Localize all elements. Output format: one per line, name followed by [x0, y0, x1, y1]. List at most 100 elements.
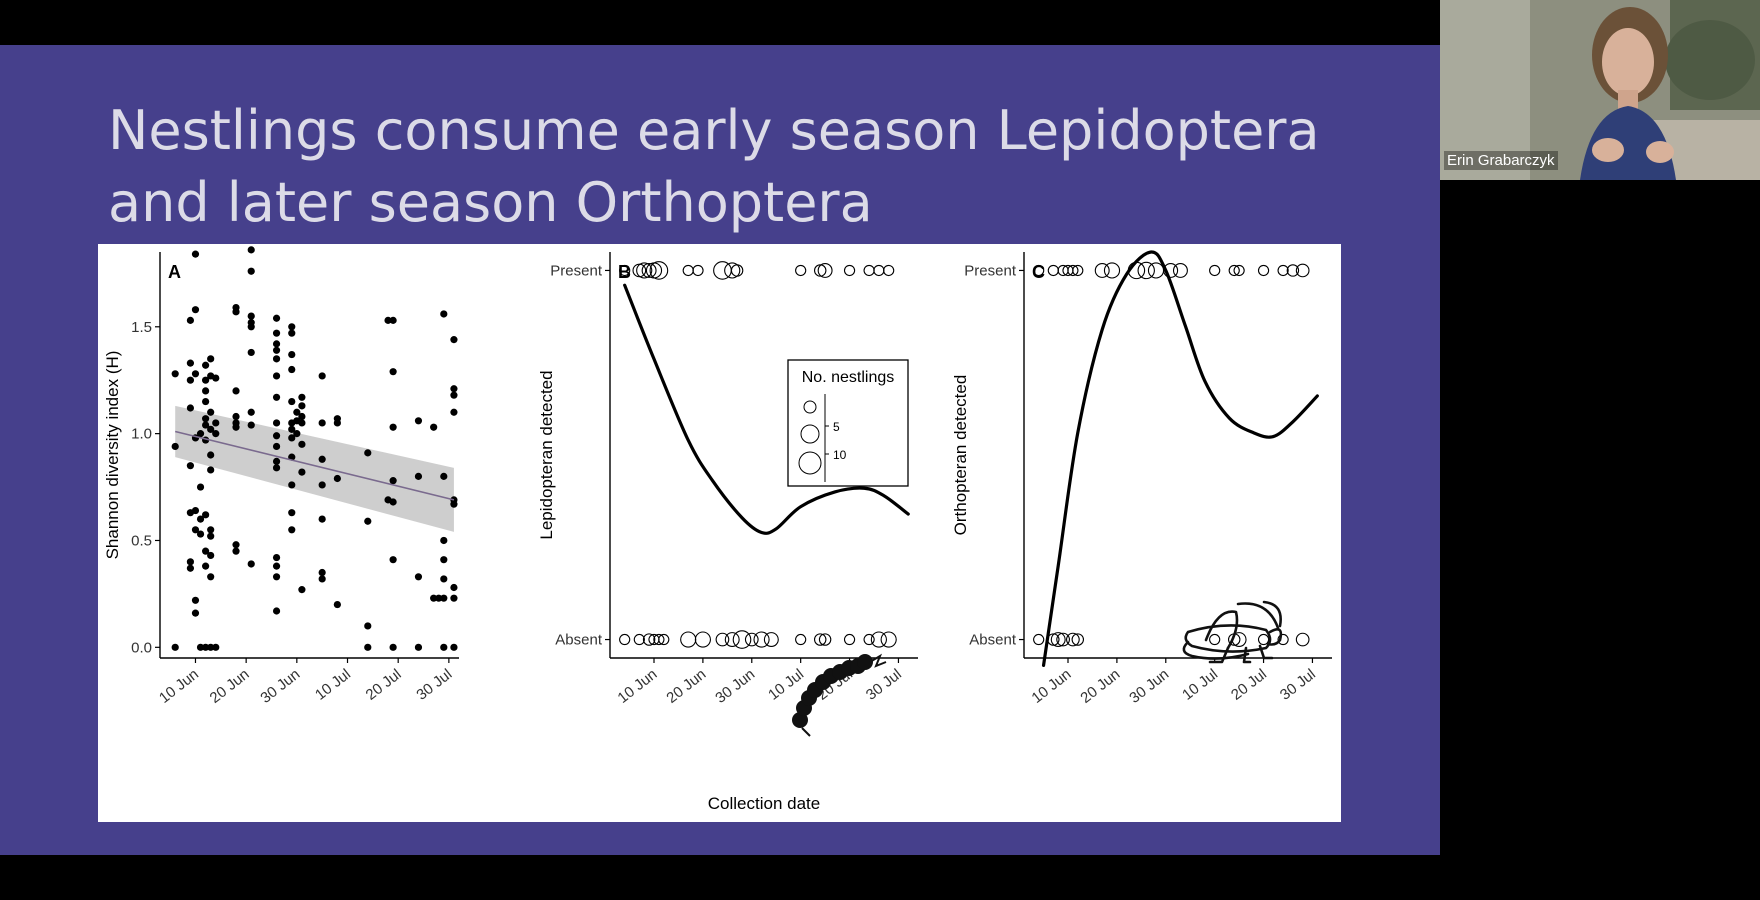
absent-bubble — [813, 633, 827, 646]
data-point — [389, 477, 397, 485]
data-point — [333, 474, 341, 483]
legend-title: No. nestlings — [802, 369, 895, 386]
present-bubble — [1033, 264, 1045, 277]
data-point — [232, 387, 240, 395]
cricket-icon — [1182, 600, 1283, 664]
present-bubble — [873, 264, 885, 277]
legend-bubble-medium — [800, 424, 820, 444]
data-point — [191, 609, 200, 617]
data-point — [247, 421, 255, 429]
data-point — [232, 547, 240, 555]
data-point — [440, 556, 448, 564]
data-point — [288, 526, 296, 534]
data-point — [435, 594, 443, 602]
present-bubble — [1228, 264, 1240, 277]
panel-c-y-tick-label-present: Present — [964, 262, 1017, 279]
data-point — [298, 412, 306, 421]
data-point — [247, 323, 255, 331]
panel-c-y-tick-label-absent: Absent — [969, 632, 1017, 649]
data-point — [288, 425, 296, 433]
data-point — [414, 472, 423, 480]
data-point — [232, 423, 240, 431]
present-bubble — [863, 264, 875, 277]
present-bubble — [636, 262, 653, 279]
data-point — [207, 643, 215, 651]
data-point — [430, 594, 438, 602]
data-point — [232, 541, 240, 549]
data-point — [450, 594, 458, 602]
participant-name-label: Erin Grabarczyk — [1444, 151, 1558, 170]
data-point — [272, 553, 281, 562]
data-point — [364, 449, 372, 457]
panel-a-x-tick-label: 20 Jul — [363, 666, 405, 704]
present-bubble — [1209, 264, 1221, 277]
data-point — [450, 336, 458, 344]
data-point — [202, 511, 210, 519]
present-bubble — [1257, 264, 1270, 277]
absent-bubble — [818, 633, 832, 646]
x-axis-title: Collection date — [708, 794, 820, 813]
panel-b-x-tick-label: 10 Jun — [614, 666, 660, 707]
data-point — [196, 515, 205, 523]
panel-b-y-axis-title: Lepidopteran detected — [537, 370, 556, 539]
present-bubble — [1277, 264, 1289, 277]
data-point — [440, 536, 448, 545]
cricket-mid-leg — [1242, 646, 1252, 664]
present-bubble — [1163, 262, 1179, 278]
panel-a-x-tick-label: 20 Jun — [207, 666, 253, 707]
absent-bubble — [653, 633, 665, 646]
data-point — [318, 575, 326, 583]
data-point — [191, 506, 200, 515]
absent-bubble — [732, 630, 752, 649]
data-point — [288, 350, 296, 359]
caterpillar-segment — [857, 654, 873, 670]
data-point — [212, 374, 220, 382]
data-point — [247, 312, 255, 320]
data-point — [414, 643, 423, 651]
data-point — [247, 408, 255, 416]
data-point — [298, 419, 306, 427]
panel-c-x-tick-label: 20 Jun — [1077, 666, 1123, 707]
panel-b-y-tick-label-present: Present — [550, 262, 603, 279]
absent-bubble — [1295, 632, 1310, 647]
panel-c-x-tick-label: 30 Jul — [1277, 666, 1319, 704]
data-point — [318, 515, 326, 523]
absent-bubble — [744, 632, 759, 647]
data-point — [440, 310, 448, 318]
caterpillar-icon — [792, 653, 887, 737]
data-point — [186, 564, 195, 572]
panel-a-y-axis-title: Shannon diversity index (H) — [103, 351, 122, 560]
cricket-antenna — [1236, 602, 1280, 630]
data-point — [186, 462, 195, 470]
absent-bubble — [1033, 633, 1045, 646]
cricket-head — [1266, 628, 1283, 646]
present-bubble — [1295, 263, 1310, 278]
absent-bubble — [694, 631, 711, 648]
data-point — [191, 526, 200, 534]
present-bubble — [1067, 264, 1079, 277]
data-point — [389, 368, 397, 376]
data-point — [364, 643, 372, 651]
absent-bubble — [658, 633, 670, 646]
participant-video-tile[interactable] — [1440, 0, 1760, 180]
data-point — [207, 425, 215, 433]
panel-a-x-tick-label: 10 Jul — [312, 666, 354, 704]
absent-bubble — [1257, 633, 1270, 646]
panel-c-trend-curve — [1041, 250, 1319, 667]
data-point — [247, 246, 255, 254]
absent-bubble — [680, 631, 697, 648]
caterpillar-antenna — [869, 653, 887, 668]
present-bubble — [883, 264, 895, 277]
legend-entry-label: 10 — [833, 448, 847, 462]
legend-entry-label: 5 — [833, 420, 840, 434]
data-point — [186, 376, 195, 384]
panel-c-x-tick-label: 20 Jul — [1228, 666, 1270, 704]
data-point — [430, 423, 438, 431]
figure-svg: A10 Jun 20 Jun 30 Jun 10 Jul 20 Jul 30 JulSha… — [103, 246, 1332, 813]
data-point — [450, 500, 458, 508]
data-point — [207, 355, 215, 363]
panel-c-x-tick-label: 10 Jun — [1028, 666, 1074, 707]
data-point — [207, 466, 215, 474]
data-point — [272, 432, 281, 440]
data-point — [186, 316, 195, 324]
